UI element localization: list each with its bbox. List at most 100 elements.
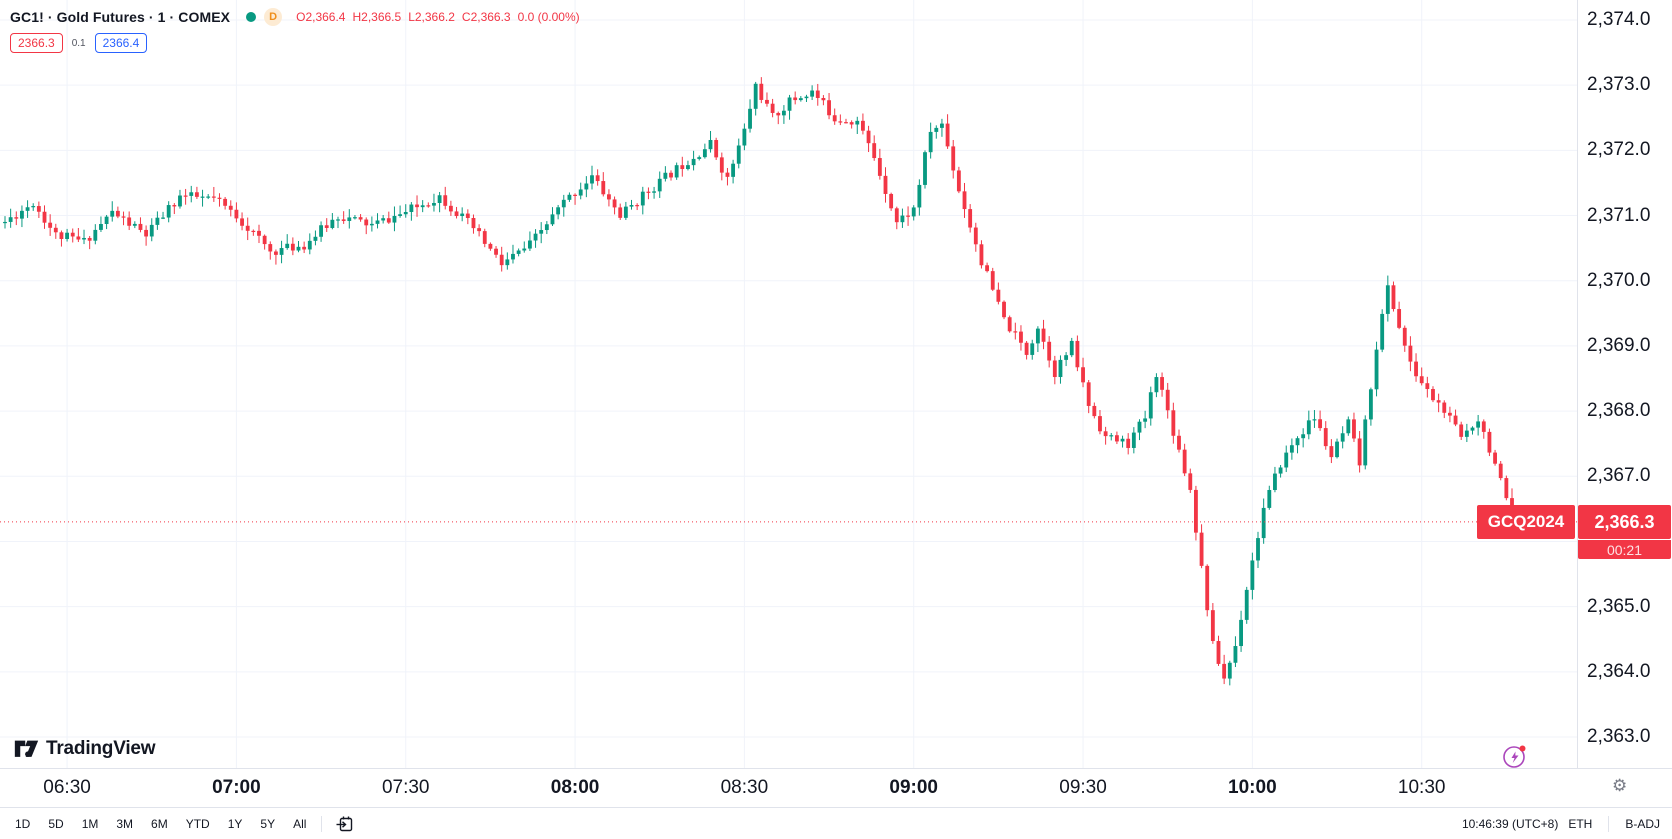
session-eth-button[interactable]: ETH bbox=[1568, 817, 1593, 831]
candle-body bbox=[923, 152, 927, 185]
last-price-label[interactable]: 2,366.3 bbox=[1578, 505, 1671, 539]
instant-trade-button[interactable] bbox=[1502, 743, 1528, 769]
candle-body bbox=[1397, 309, 1402, 328]
range-button-ytd[interactable]: YTD bbox=[185, 817, 210, 831]
chart-canvas[interactable] bbox=[0, 0, 1577, 768]
candle-body bbox=[556, 207, 561, 215]
symbol-title[interactable]: GC1! · Gold Futures · 1 · COMEX bbox=[10, 9, 231, 25]
candle-body bbox=[364, 219, 369, 226]
candle-body bbox=[573, 194, 577, 196]
candle-body bbox=[1114, 435, 1119, 442]
candle-body bbox=[65, 232, 70, 239]
candle-body bbox=[1103, 431, 1108, 437]
candle-body bbox=[211, 196, 216, 198]
candle-body bbox=[257, 230, 261, 236]
range-button-3m[interactable]: 3M bbox=[116, 817, 134, 831]
axis-settings-gear-icon[interactable]: ⚙ bbox=[1612, 776, 1628, 795]
candle-body bbox=[1137, 421, 1142, 433]
candle-body bbox=[669, 172, 673, 178]
candle-body bbox=[240, 218, 244, 226]
candle-body bbox=[1352, 419, 1356, 439]
candle-body bbox=[420, 205, 425, 208]
market-status-dot-icon[interactable] bbox=[246, 12, 257, 22]
range-button-1y[interactable]: 1Y bbox=[227, 817, 243, 831]
candle-body bbox=[183, 195, 188, 197]
range-button-all[interactable]: All bbox=[293, 817, 307, 831]
time-axis[interactable]: ⚙ 06:30 07:00 07:30 08:00 08:30 09:00 09:30 10:… bbox=[0, 769, 1672, 806]
candle-body bbox=[1086, 382, 1091, 406]
date-range-switcher: 1D 5D 1M 3M 6M YTD 1Y 5Y All bbox=[6, 814, 315, 834]
candle-body bbox=[527, 240, 532, 249]
candle-body bbox=[601, 181, 606, 195]
candle-body bbox=[138, 223, 143, 230]
candle-body bbox=[860, 120, 865, 131]
candle-body bbox=[454, 211, 459, 217]
candle-body bbox=[1035, 328, 1040, 344]
candle-body bbox=[544, 224, 549, 231]
go-to-date-button[interactable] bbox=[328, 813, 362, 835]
candle-body bbox=[798, 98, 803, 101]
candle-body bbox=[296, 246, 301, 251]
candle-body bbox=[646, 191, 651, 193]
price-axis-label: 2,372.0 bbox=[1587, 139, 1651, 161]
candle-body bbox=[1047, 341, 1052, 361]
price-axis-label: 2,373.0 bbox=[1587, 74, 1651, 96]
candle-body bbox=[228, 205, 233, 210]
candle-body bbox=[217, 197, 222, 199]
range-button-1m[interactable]: 1M bbox=[81, 817, 99, 831]
candle-body bbox=[1013, 331, 1018, 333]
back-adjust-button[interactable]: B-ADJ bbox=[1625, 817, 1660, 831]
candle-body bbox=[223, 198, 228, 206]
candle-body bbox=[877, 158, 882, 176]
price-axis[interactable]: 2,374.0 2,373.0 2,372.0 2,371.0 2,370.0 2,369… bbox=[1578, 0, 1672, 768]
candle-body bbox=[161, 217, 165, 219]
candle-body bbox=[369, 223, 374, 226]
range-button-1d[interactable]: 1D bbox=[15, 817, 31, 831]
interval-badge[interactable]: D bbox=[264, 8, 283, 26]
candle-body bbox=[1323, 428, 1328, 447]
candle-body bbox=[14, 217, 19, 219]
status-bar: 10:46:39 (UTC+8) ETH B-ADJ bbox=[1462, 816, 1660, 832]
candle-body bbox=[155, 217, 160, 225]
clock-utc[interactable]: 10:46:39 (UTC+8) bbox=[1461, 817, 1559, 831]
candle-body bbox=[70, 232, 75, 237]
time-axis-label: 09:30 bbox=[1059, 777, 1107, 798]
candle-body bbox=[680, 165, 685, 170]
bar-close-countdown: 00:21 bbox=[1578, 540, 1671, 559]
candle-body bbox=[20, 210, 24, 219]
candle-body bbox=[590, 175, 594, 184]
candle-body bbox=[1030, 343, 1035, 355]
candle-body bbox=[883, 175, 888, 194]
candle-body bbox=[1385, 285, 1390, 314]
candle-body bbox=[1447, 412, 1452, 416]
candle-body bbox=[691, 158, 696, 166]
contract-label[interactable]: GCQ2024 bbox=[1477, 505, 1575, 539]
range-button-5y[interactable]: 5Y bbox=[260, 817, 276, 831]
candle-body bbox=[1312, 419, 1317, 421]
candle-body bbox=[765, 99, 769, 104]
candle-body bbox=[53, 227, 58, 233]
buy-ask-button[interactable]: 2366.4 bbox=[94, 33, 148, 53]
candle-body bbox=[149, 224, 154, 237]
candle-body bbox=[742, 128, 747, 146]
candle-body bbox=[623, 206, 628, 218]
candle-body bbox=[584, 183, 589, 190]
range-button-5d[interactable]: 5D bbox=[48, 817, 64, 831]
candle-body bbox=[719, 157, 724, 173]
status-divider bbox=[1608, 816, 1610, 832]
candle-body bbox=[1481, 421, 1486, 432]
candle-body bbox=[36, 206, 41, 212]
candle-body bbox=[482, 231, 487, 244]
candle-body bbox=[1007, 317, 1012, 332]
candle-body bbox=[1233, 646, 1238, 663]
price-axis-label: 2,370.0 bbox=[1587, 269, 1651, 291]
candle-body bbox=[1284, 452, 1289, 468]
candlestick-chart[interactable] bbox=[0, 0, 1577, 768]
range-button-6m[interactable]: 6M bbox=[151, 817, 168, 831]
candle-body bbox=[1188, 473, 1193, 490]
tradingview-logo[interactable]: TradingView bbox=[14, 738, 156, 760]
candle-body bbox=[465, 213, 470, 219]
sell-bid-button[interactable]: 2366.3 bbox=[10, 33, 63, 53]
tradingview-logo-text: TradingView bbox=[46, 738, 156, 759]
